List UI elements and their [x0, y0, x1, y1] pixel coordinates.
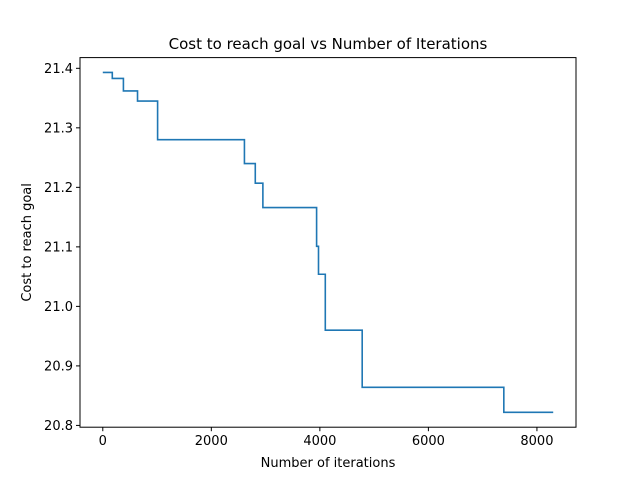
axis-ticks: 0 2000 4000 6000 8000 20.8 20.9 21.0 21.1 21.2 21.…: [44, 62, 553, 449]
y-axis-label: Cost to reach goal: [20, 183, 35, 302]
series-line: [102, 71, 554, 414]
plot-area: [102, 71, 554, 414]
y-tick-label: 21.2: [44, 181, 73, 196]
y-tick-label: 21.4: [44, 62, 73, 77]
x-tick-label: 4000: [303, 434, 336, 449]
x-tick-label: 0: [99, 434, 107, 449]
y-tick-label: 21.3: [44, 121, 73, 136]
chart-title: Cost to reach goal vs Number of Iteratio…: [169, 35, 488, 53]
y-tick-label: 21.1: [44, 240, 73, 255]
axes-frame: [79, 57, 577, 428]
x-axis-label: Number of iterations: [261, 456, 396, 471]
y-tick-label: 20.8: [44, 419, 73, 434]
x-tick-label: 2000: [195, 434, 228, 449]
x-tick-label: 6000: [412, 434, 445, 449]
x-tick-label: 8000: [520, 434, 553, 449]
y-tick-label: 21.0: [44, 300, 73, 315]
y-tick-label: 20.9: [44, 359, 73, 374]
